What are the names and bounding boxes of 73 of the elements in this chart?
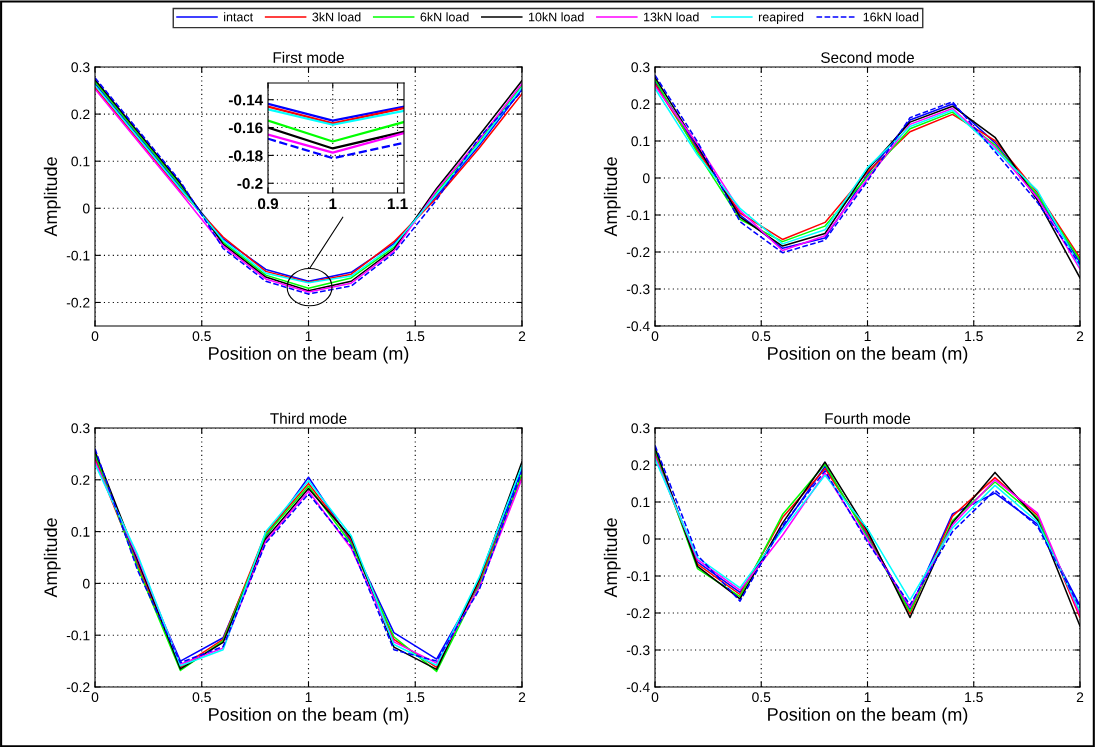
x-tick-label: 1.5 <box>406 331 425 342</box>
x-tick-label: 1.1 <box>387 198 408 209</box>
y-tick-label: 0.2 <box>631 460 650 471</box>
y-tick-label: 0.2 <box>71 475 90 485</box>
y-tick-label: -0.1 <box>66 250 90 261</box>
y-tick-label: -0.3 <box>626 645 650 656</box>
y-tick-label: 0.3 <box>631 62 650 73</box>
x-tick-label: 2 <box>1076 331 1084 341</box>
chart-title: Third mode <box>270 412 347 424</box>
x-tick-label: 0.9 <box>257 198 279 210</box>
x-tick-label: 2 <box>518 331 526 341</box>
x-tick-label: 1.5 <box>965 331 983 342</box>
y-tick-label: -0.2 <box>66 297 90 308</box>
x-axis-title: Position on the beam (m) <box>209 346 409 364</box>
x-tick-label: 0 <box>651 692 659 703</box>
y-tick-label: 0.3 <box>631 423 650 434</box>
y-tick-label: -0.16 <box>228 122 263 134</box>
y-axis-title: Amplitude <box>43 518 61 598</box>
y-tick-label: 0 <box>642 173 650 184</box>
x-tick-label: 1 <box>305 692 312 702</box>
x-tick-label: 1 <box>864 331 871 341</box>
legend-label: intact <box>224 12 254 22</box>
x-axis-title: Position on the beam (m) <box>768 707 968 725</box>
y-tick-label: -0.18 <box>228 150 263 162</box>
y-tick-label: 0 <box>642 534 650 545</box>
y-tick-label: 0.1 <box>71 526 90 537</box>
y-tick-label: 0.2 <box>71 109 90 120</box>
x-tick-label: 0 <box>91 692 99 703</box>
x-tick-label: 0.5 <box>752 692 771 703</box>
y-tick-label: 0.3 <box>71 62 90 73</box>
y-tick-label: 0.3 <box>71 423 90 434</box>
x-axis-title: Position on the beam (m) <box>209 707 409 725</box>
x-tick-label: 1.5 <box>406 692 425 703</box>
x-tick-label: 0.5 <box>192 692 211 703</box>
legend-label: 3kN load <box>312 12 361 22</box>
y-tick-label: -0.1 <box>626 210 650 221</box>
y-tick-label: -0.3 <box>626 284 650 295</box>
x-tick-label: 1 <box>329 198 337 209</box>
y-axis-title: Amplitude <box>603 157 621 237</box>
chart-title: First mode <box>273 51 344 63</box>
legend-label: reapired <box>758 12 804 24</box>
legend-label: 6kN load <box>420 12 469 22</box>
y-tick-label: -0.4 <box>626 321 650 332</box>
x-tick-label: 0 <box>651 331 659 342</box>
x-axis-title: Position on the beam (m) <box>768 346 968 364</box>
y-tick-label: -0.1 <box>626 571 650 582</box>
y-tick-label: -0.2 <box>626 247 650 258</box>
y-tick-label: -0.1 <box>66 630 90 641</box>
chart-title: Second mode <box>821 51 914 63</box>
y-tick-label: -0.2 <box>237 178 263 189</box>
x-tick-label: 2 <box>1076 692 1084 702</box>
legend-label: 10kN load <box>528 12 584 22</box>
x-tick-label: 0 <box>91 331 99 342</box>
y-tick-label: -0.2 <box>66 682 90 693</box>
x-tick-label: 0.5 <box>192 331 211 342</box>
y-tick-label: -0.4 <box>626 682 650 693</box>
y-tick-label: 0 <box>82 578 90 589</box>
x-tick-label: 0.5 <box>752 331 771 342</box>
legend-label: 13kN load <box>644 12 699 22</box>
legend-label: 16kN load <box>863 12 919 22</box>
y-tick-label: 0.2 <box>631 99 650 110</box>
y-tick-label: 0.1 <box>71 156 90 167</box>
chart-title: Fourth mode <box>825 412 911 424</box>
x-tick-label: 1 <box>305 331 312 341</box>
y-tick-label: -0.14 <box>228 94 264 106</box>
y-tick-label: 0.1 <box>631 136 650 147</box>
y-axis-title: Amplitude <box>603 518 621 598</box>
y-axis-title: Amplitude <box>43 157 61 237</box>
y-tick-label: -0.2 <box>626 608 650 619</box>
y-tick-label: 0.1 <box>631 497 650 508</box>
x-tick-label: 2 <box>518 692 526 702</box>
x-tick-label: 1.5 <box>965 692 983 703</box>
x-tick-label: 1 <box>864 692 871 702</box>
